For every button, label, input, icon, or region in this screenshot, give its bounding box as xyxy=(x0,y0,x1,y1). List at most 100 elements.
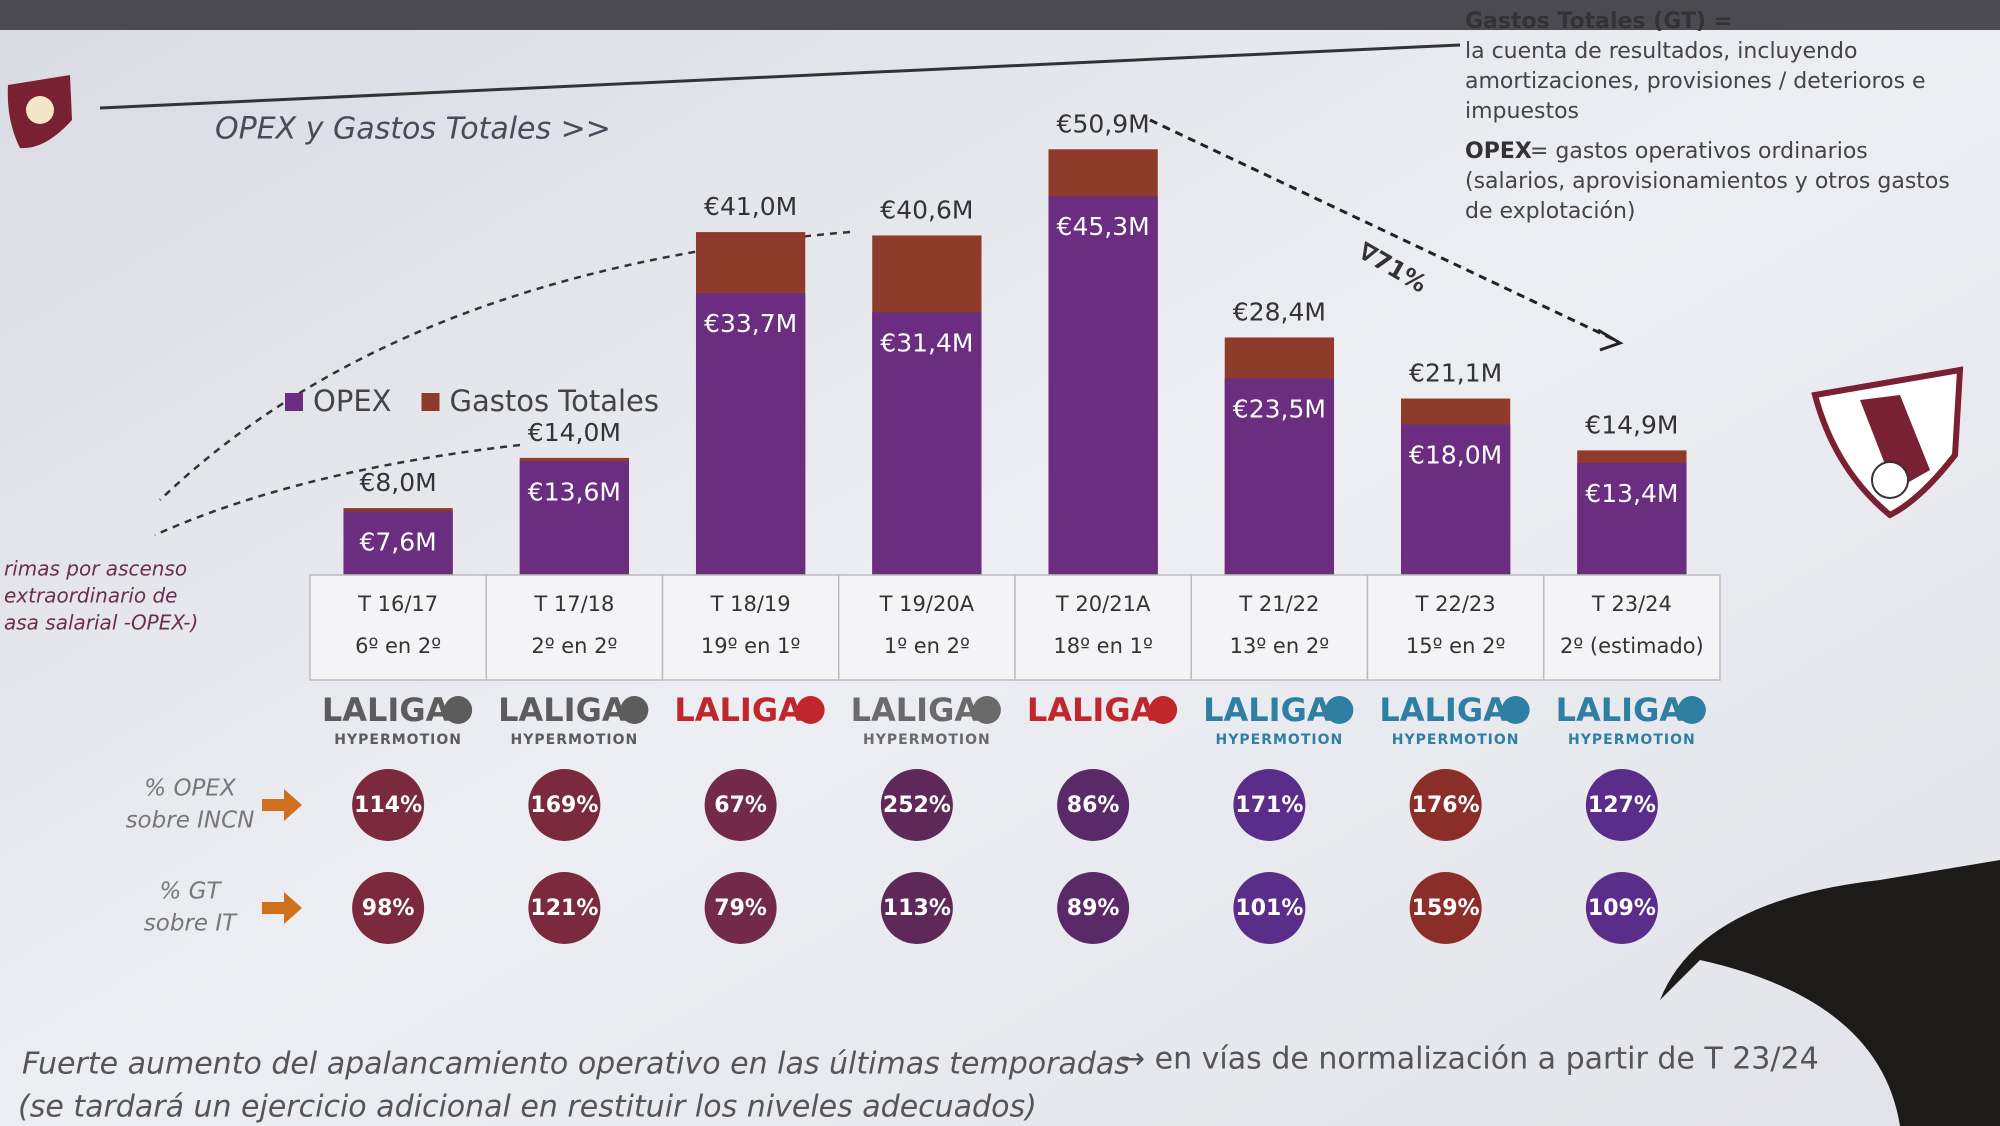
position-label: 13º en 2º xyxy=(1230,634,1329,658)
opex-bar xyxy=(1048,196,1158,576)
table-cell xyxy=(485,574,664,681)
rate-circle xyxy=(352,872,425,944)
opex-bar xyxy=(695,293,806,575)
position-label: 1º en 2º xyxy=(884,634,970,658)
position-label: 15º en 2º xyxy=(1406,634,1505,658)
curve-arrow xyxy=(154,443,521,537)
rate-label: 171% xyxy=(1235,793,1303,818)
rate-circle xyxy=(704,872,777,944)
rate-label: 176% xyxy=(1412,793,1480,818)
rate-label: 101% xyxy=(1235,896,1303,921)
note-text: impuestos xyxy=(1465,99,1579,124)
total-label: €50,9M xyxy=(1057,109,1150,138)
opex-bar xyxy=(1400,424,1511,575)
opex-label: €13,6M xyxy=(528,477,621,506)
league-badge xyxy=(796,696,825,724)
rate-circle xyxy=(880,872,953,944)
season-label: T 20/21A xyxy=(1055,592,1151,616)
note-term: Gastos Totales (GT) = xyxy=(1465,9,1732,34)
rate-arrow xyxy=(262,789,302,821)
rate-circle xyxy=(1409,872,1482,944)
rate-circle xyxy=(528,769,601,841)
opex-label: €13,4M xyxy=(1585,479,1678,508)
position-label: 2º (estimado) xyxy=(1560,634,1704,658)
rate-label: 113% xyxy=(883,896,951,921)
total-label: €41,0M xyxy=(704,192,797,221)
rate-circle xyxy=(1057,769,1130,841)
rate-circle xyxy=(1233,769,1306,841)
legend-label: Gastos Totales xyxy=(450,384,659,418)
opex-bar xyxy=(343,511,453,575)
league-badge xyxy=(972,696,1001,724)
season-label: T 18/19 xyxy=(710,592,791,616)
rate-name: sobre IT xyxy=(144,911,238,937)
league-name: LALIGA xyxy=(322,691,451,729)
league-sub: HYPERMOTION xyxy=(1568,732,1696,748)
rate-label: 98% xyxy=(362,896,415,921)
opex-label: €18,0M xyxy=(1409,440,1502,469)
league-name: LALIGA xyxy=(1379,691,1508,729)
rate-circle xyxy=(1409,769,1482,841)
club-logo xyxy=(1811,366,1964,519)
opex-bar xyxy=(1577,462,1687,575)
total-label: €14,9M xyxy=(1585,410,1678,439)
opex-bar xyxy=(519,461,630,575)
season-label: T 21/22 xyxy=(1238,592,1319,616)
league-badge xyxy=(620,696,649,724)
league-badge xyxy=(1325,696,1354,724)
table-cell xyxy=(1366,574,1545,681)
league-sub: HYPERMOTION xyxy=(863,732,991,748)
rate-label: 67% xyxy=(714,793,767,818)
league-sub: HYPERMOTION xyxy=(1216,732,1344,748)
rate-label: 127% xyxy=(1588,793,1656,818)
season-label: T 17/18 xyxy=(533,592,614,616)
opex-label: €7,6M xyxy=(360,527,437,556)
opex-label: €45,3M xyxy=(1057,212,1150,241)
footer-text: (se tardará un ejercicio adicional en re… xyxy=(18,1090,1037,1125)
rate-circle xyxy=(880,769,953,841)
curve-arrow xyxy=(159,230,851,501)
total-label: €8,0M xyxy=(360,468,437,497)
table-cell xyxy=(661,574,840,681)
rate-label: 252% xyxy=(883,793,951,818)
footer-text: → en vías de normalización a partir de T… xyxy=(1120,1042,1819,1077)
position-label: 18º en 1º xyxy=(1053,634,1152,658)
legend-label: OPEX xyxy=(313,384,392,418)
league-badge xyxy=(1677,696,1706,724)
total-label: €21,1M xyxy=(1409,359,1502,388)
note-text: la cuenta de resultados, incluyendo xyxy=(1465,39,1857,64)
total-label: €40,6M xyxy=(880,195,973,224)
title-rule xyxy=(99,43,1461,110)
side-note: asa salarial -OPEX-) xyxy=(4,611,198,635)
presenter xyxy=(1660,860,2000,1126)
rate-circle xyxy=(528,872,601,944)
chart-title: OPEX y Gastos Totales >> xyxy=(215,112,611,147)
position-label: 2º en 2º xyxy=(531,634,617,658)
side-note: rimas por ascenso xyxy=(4,557,187,581)
total-label: €28,4M xyxy=(1233,297,1326,326)
side-note: extraordinario de xyxy=(4,584,177,608)
season-label: T 22/23 xyxy=(1415,592,1496,616)
league-badge xyxy=(444,696,473,724)
rate-arrow xyxy=(262,892,302,924)
note-text: de explotación) xyxy=(1465,199,1636,224)
note-text: (salarios, aprovisionamientos y otros ga… xyxy=(1465,169,1950,194)
footer-text: Fuerte aumento del apalancamiento operat… xyxy=(22,1047,1130,1082)
top-edge xyxy=(0,0,2000,30)
rate-circle xyxy=(352,769,425,841)
note-term: OPEX xyxy=(1465,139,1532,164)
league-sub: HYPERMOTION xyxy=(511,732,639,748)
opex-bar xyxy=(1224,378,1335,575)
rate-label: 109% xyxy=(1588,896,1656,921)
rate-circle xyxy=(1585,872,1658,944)
rate-label: 89% xyxy=(1067,896,1120,921)
opex-label: €31,4M xyxy=(880,328,973,357)
league-name: LALIGA xyxy=(674,691,803,729)
table-cell xyxy=(1543,574,1721,681)
table-cell xyxy=(838,574,1016,681)
legend-swatch xyxy=(421,393,440,411)
season-label: T 19/20A xyxy=(879,592,975,616)
league-name: LALIGA xyxy=(1556,691,1685,729)
note-text: amortizaciones, provisiones / deterioros… xyxy=(1465,69,1926,94)
